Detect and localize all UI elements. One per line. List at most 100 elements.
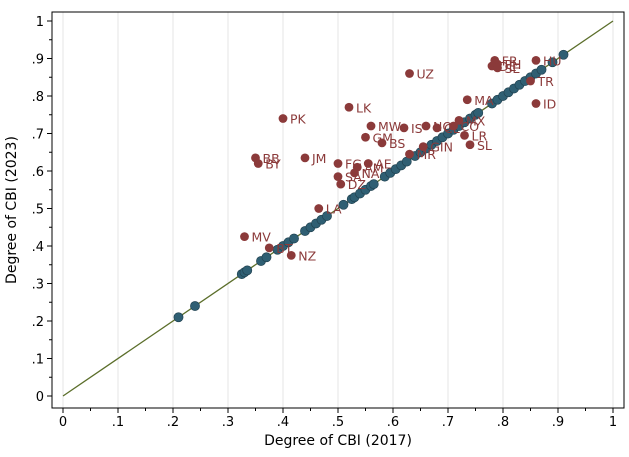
x-tick-label: .7: [442, 415, 454, 430]
unchanged-point: [536, 64, 547, 75]
point-label: NZ: [298, 248, 316, 263]
y-tick-label: .1: [32, 353, 44, 368]
point-label: IS: [411, 121, 423, 136]
point-label: AM: [364, 160, 383, 175]
x-tick-label: .6: [387, 415, 399, 430]
changed-point: [421, 121, 431, 131]
point-label: MX: [466, 113, 486, 128]
y-tick-label: .8: [32, 90, 44, 105]
point-label: CO: [461, 119, 480, 134]
changed-point: [418, 142, 428, 152]
x-tick-label: .1: [112, 415, 124, 430]
point-label: PH: [505, 57, 522, 72]
changed-point: [531, 99, 541, 108]
x-axis-title: Degree of CBI (2017): [264, 433, 412, 449]
changed-point: [405, 149, 414, 159]
point-label: BT: [276, 241, 293, 256]
unchanged-point: [261, 252, 272, 263]
unchanged-point: [322, 211, 332, 221]
changed-point: [336, 179, 346, 189]
point-label: CL: [444, 121, 460, 136]
point-label: GIN: [430, 140, 453, 155]
point-label: UZ: [417, 67, 435, 82]
unchanged-points: [173, 49, 569, 323]
point-label: PK: [290, 112, 307, 127]
changed-point: [399, 123, 409, 133]
changed-point: [465, 140, 475, 150]
y-tick-label: .9: [32, 53, 44, 68]
changed-point: [405, 69, 414, 78]
point-label: MR: [417, 147, 437, 162]
changed-point: [333, 172, 343, 182]
changed-point: [449, 121, 458, 131]
point-label: FG: [345, 157, 362, 172]
unchanged-point: [473, 107, 484, 118]
y-tick-label: .4: [32, 240, 44, 255]
changed-point: [333, 159, 343, 168]
changed-point: [462, 95, 472, 105]
changed-point: [350, 168, 359, 178]
y-axis: 0 .1 .2 .3 .4 .5 .6 .7 .8 .9 1: [32, 15, 52, 405]
changed-point: [344, 102, 354, 112]
changed-point: [300, 153, 310, 163]
y-tick-label: 0: [36, 390, 44, 405]
point-label: SE: [505, 61, 521, 76]
y-tick-label: .5: [32, 203, 44, 218]
y-axis-title: Degree of CBI (2023): [4, 136, 20, 284]
changed-points: [240, 55, 541, 260]
changed-point: [264, 243, 274, 253]
unchanged-point: [289, 233, 299, 244]
point-label: NA: [362, 166, 380, 181]
changed-point: [363, 159, 373, 168]
unchanged-point: [547, 57, 558, 68]
point-label: SL: [477, 138, 492, 153]
x-tick-label: .2: [167, 415, 179, 430]
point-label: MV: [252, 230, 272, 245]
point-label: SA: [345, 170, 362, 185]
point-label: HU: [543, 53, 562, 68]
unchanged-point: [242, 265, 253, 276]
point-label: GM: [373, 130, 393, 145]
point-label: LA: [326, 202, 342, 217]
x-tick-label: .4: [277, 415, 289, 430]
changed-point: [432, 123, 442, 133]
unchanged-point: [338, 199, 349, 210]
changed-point: [314, 204, 324, 213]
unchanged-point: [173, 312, 184, 323]
point-label: FR: [502, 53, 518, 68]
x-axis: 0 .1 .2 .3 .4 .5 .6 .7 .8 .9 1: [59, 408, 617, 430]
unchanged-point: [368, 179, 379, 190]
changed-point: [286, 250, 296, 260]
changed-point: [366, 121, 376, 131]
x-tick-label: .5: [332, 415, 344, 430]
changed-point: [253, 159, 263, 168]
x-tick-label: 1: [609, 415, 617, 430]
point-label: DE: [499, 59, 517, 74]
x-tick-label: .8: [497, 415, 509, 430]
changed-point: [454, 115, 464, 125]
point-label: LK: [356, 100, 372, 115]
changed-point: [278, 114, 288, 123]
x-tick-label: 0: [59, 415, 67, 430]
point-label: JM: [311, 151, 326, 166]
point-label: BY: [265, 157, 281, 172]
gridlines: [62, 12, 614, 408]
y-tick-label: .7: [32, 128, 44, 143]
point-label: MA: [474, 93, 494, 108]
changed-point: [531, 55, 541, 65]
changed-point: [240, 232, 249, 242]
changed-point: [526, 76, 535, 86]
point-label: MW: [378, 119, 401, 134]
point-label: LR: [472, 128, 488, 143]
point-label: BS: [389, 136, 405, 151]
y-tick-label: .6: [32, 165, 44, 180]
unchanged-point: [558, 49, 569, 60]
changed-point: [460, 130, 469, 140]
changed-point: [493, 63, 502, 73]
point-label: AE: [375, 157, 392, 172]
point-label: ID: [543, 97, 556, 112]
point-label: TR: [537, 74, 555, 89]
